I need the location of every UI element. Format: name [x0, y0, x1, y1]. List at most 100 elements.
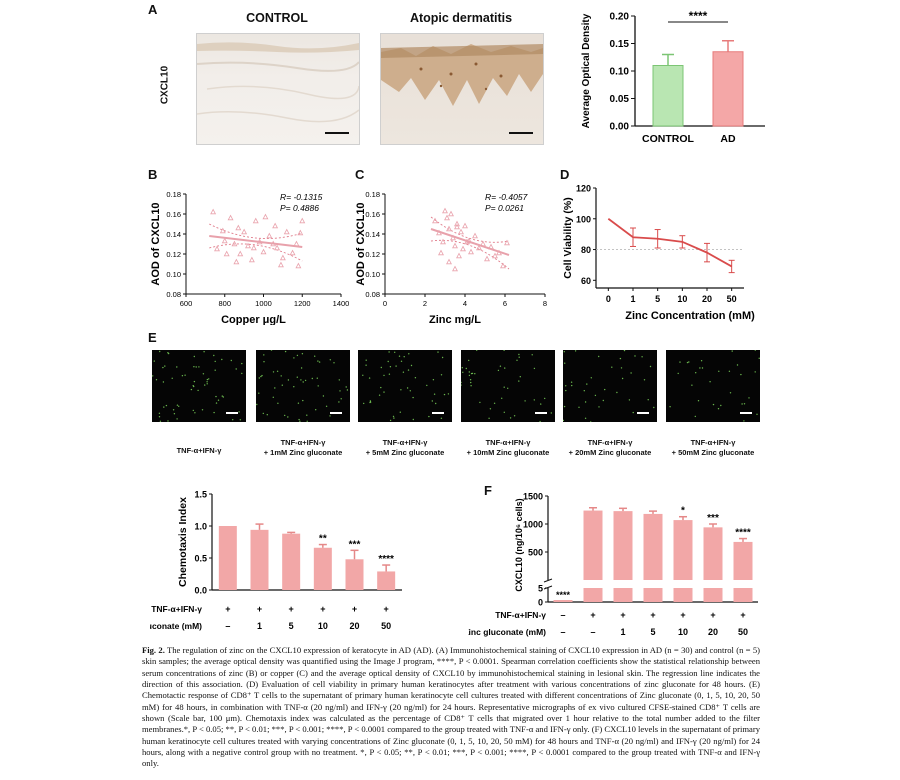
data-point [297, 229, 304, 236]
data-point [438, 249, 444, 256]
data-point [472, 232, 478, 239]
data-point [484, 255, 490, 262]
y-tick-label: 100 [576, 214, 591, 224]
bar [583, 510, 603, 580]
data-point [452, 265, 458, 272]
y-tick-label: 0.14 [365, 230, 380, 239]
data-point [221, 237, 228, 244]
row1-value: + [320, 604, 325, 614]
data-point [458, 228, 464, 235]
y-tick-label: 0.05 [610, 94, 630, 105]
data-point [480, 240, 486, 247]
bar [377, 571, 396, 590]
row1-value: + [650, 610, 655, 620]
row2-value: – [560, 627, 565, 637]
data-point [442, 207, 448, 214]
scale-bar [509, 132, 533, 134]
data-point [440, 238, 446, 245]
y-tick-label: 0.08 [365, 290, 380, 299]
data-point [448, 210, 454, 217]
y-tick-label: 0.16 [365, 210, 380, 219]
category-label: AD [720, 133, 736, 145]
x-tick-label: 10 [677, 294, 687, 304]
data-point [260, 248, 267, 255]
data-point [214, 245, 220, 252]
data-point [468, 248, 474, 255]
x-tick-label: 800 [218, 299, 231, 308]
data-point [245, 242, 251, 249]
bar [703, 527, 723, 580]
ad-micrograph [380, 33, 544, 145]
condition-label: TNF-α+IFN-γ + 10mM Zinc gluconate [455, 438, 561, 458]
y-tick-label: 0.12 [365, 250, 380, 259]
y-tick-label: 500 [528, 548, 543, 558]
row2-value: 1 [620, 627, 625, 637]
y-tick-label: 1.5 [194, 490, 207, 500]
data-point [450, 234, 456, 241]
y-tick-label: 120 [576, 184, 591, 194]
row2-value: 1 [257, 621, 262, 631]
data-point [266, 232, 273, 239]
data-point [454, 220, 460, 227]
cell-dots [461, 350, 552, 422]
x-axis-label: Zinc Concentration (mM) [625, 310, 755, 322]
y-tick-label: 0.20 [610, 12, 630, 23]
fluorescence-micrograph [256, 350, 350, 422]
row2-value: 10 [678, 627, 688, 637]
x-tick-label: 4 [463, 299, 467, 308]
condition-label-line: + 20mM Zinc gluconate [568, 448, 652, 458]
x-axis-label: Zinc mg/L [429, 314, 481, 325]
data-point [270, 240, 277, 247]
r-value: R= -0.4057 [485, 192, 528, 202]
panel-label-f: F [484, 483, 492, 498]
control-micrograph [196, 33, 360, 145]
x-tick-label: 5 [655, 294, 660, 304]
data-point [256, 238, 263, 245]
row2-value: 5 [650, 627, 655, 637]
data-point [432, 217, 438, 224]
chart-c: 0.08 0.10 0.12 0.14 0.16 0.18 0 2 4 6 8 Zinc mg/L AO… [355, 190, 547, 325]
data-point [210, 208, 217, 215]
y-axis-label: Chemotaxis Index [177, 497, 189, 587]
condition-label-line: TNF-α+IFN-γ [280, 438, 326, 447]
condition-label-line: + 50mM Zinc gluconate [671, 448, 755, 458]
p-value: P= 0.4886 [280, 203, 319, 213]
data-point [454, 223, 460, 230]
data-point [446, 258, 452, 265]
chart-a: 0.00 0.05 0.10 0.15 0.20 Average Optical Dens… [581, 9, 765, 145]
data-point [444, 214, 450, 221]
data-point [476, 244, 482, 251]
x-tick-label: 6 [503, 299, 507, 308]
bar [613, 511, 633, 580]
scale-bar [432, 412, 444, 414]
y-tick-label: 1.0 [194, 522, 207, 532]
condition-label: TNF-α+IFN-γ + 5mM Zinc gluconate [352, 438, 458, 458]
data-point [227, 214, 234, 221]
data-point [248, 256, 255, 263]
y-tick-label: 0.16 [166, 210, 181, 219]
x-tick-label: 1 [630, 294, 635, 304]
row1-value: + [590, 610, 595, 620]
condition-label: TNF-α+IFN-γ + 20mM Zinc gluconate [557, 438, 663, 458]
y-tick-label: 0.15 [610, 39, 630, 50]
row1-value: + [680, 610, 685, 620]
row2-value: 10 [318, 621, 328, 631]
row2-value: – [590, 627, 595, 637]
condition-label-line: + 10mM Zinc gluconate [466, 448, 550, 458]
bar [345, 559, 364, 590]
ad-title: Atopic dermatitis [409, 11, 513, 25]
y-tick-label: 60 [581, 276, 591, 286]
y-tick-label: 0.14 [166, 230, 181, 239]
x-tick-label: 2 [423, 299, 427, 308]
row1-value: + [257, 604, 262, 614]
bar [733, 541, 753, 580]
row1-value: + [620, 610, 625, 620]
cxcl10-row-label: CXCL10 [159, 65, 171, 105]
control-tissue-texture [197, 42, 359, 123]
cell-dots [256, 350, 349, 422]
data-point [466, 237, 472, 244]
bar [282, 533, 301, 590]
data-point [272, 222, 279, 229]
row2-value: 50 [381, 621, 391, 631]
panel-label-d: D [560, 167, 570, 182]
